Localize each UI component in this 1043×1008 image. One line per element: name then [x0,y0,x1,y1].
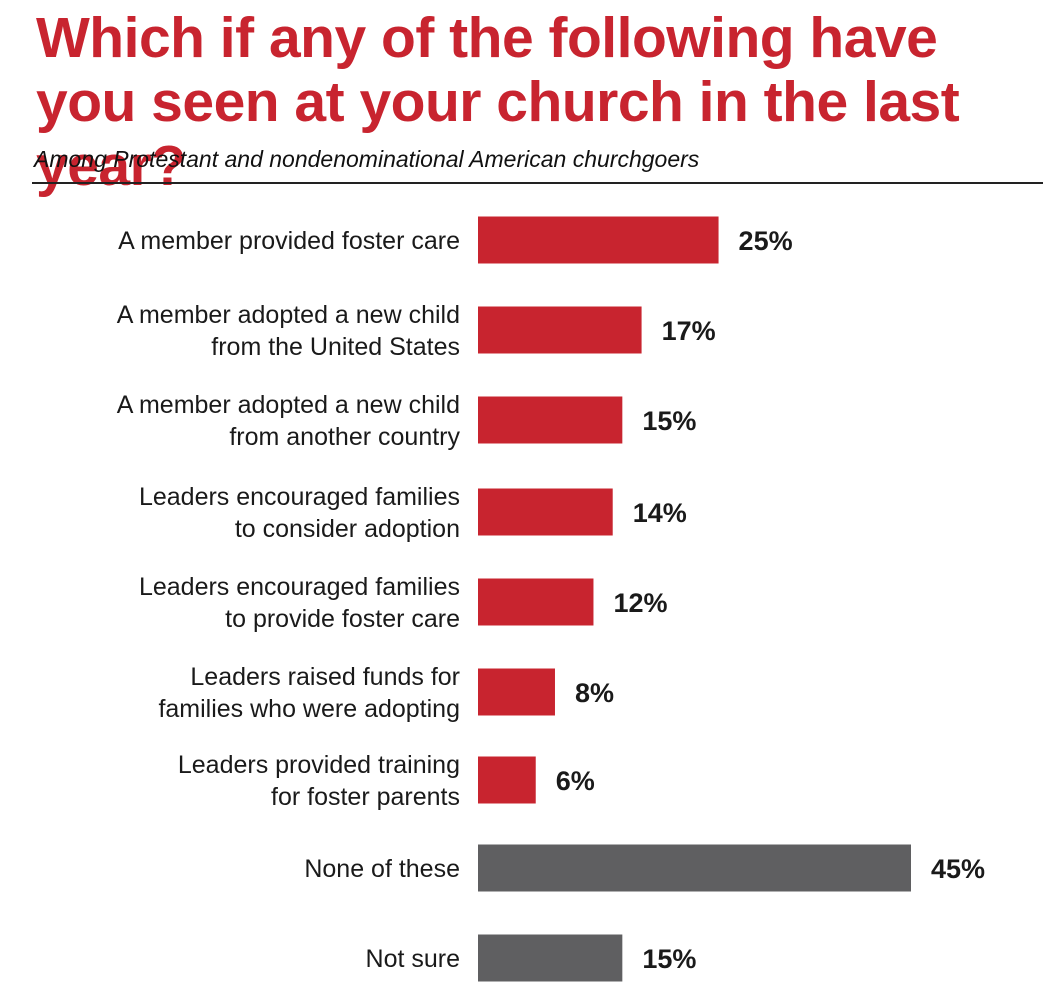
category-label-2-line-0: A member adopted a new child [117,391,460,419]
bar-2 [478,396,623,444]
category-label-4-line-0: Leaders encouraged families [139,573,460,601]
category-label-6-line-1: for foster parents [271,783,460,811]
category-label-0-line-0: A member provided foster care [118,227,460,255]
chart-title: Which if any of the following have you s… [36,6,960,198]
value-label-6: 6% [556,766,595,796]
bar-6 [478,756,536,804]
chart-subtitle: Among Protestant and nondenominational A… [34,146,700,172]
value-label-7: 45% [931,854,985,884]
bar-4 [478,578,594,626]
bar-1 [478,306,642,354]
bar-0 [478,216,719,264]
value-label-1: 17% [662,316,716,346]
bar-3 [478,488,613,536]
category-label-2-line-1: from another country [229,423,460,451]
value-label-0: 25% [739,226,793,256]
category-label-7-line-0: None of these [304,855,460,883]
value-label-5: 8% [575,678,614,708]
title-divider [32,182,1043,184]
bar-8 [478,934,623,982]
value-label-3: 14% [633,498,687,528]
bar-5 [478,668,555,716]
category-label-8-line-0: Not sure [366,945,460,973]
category-label-1-line-1: from the United States [211,333,460,361]
category-label-5-line-1: families who were adopting [158,695,460,723]
value-label-8: 15% [642,944,696,974]
category-label-1-line-0: A member adopted a new child [117,301,460,329]
category-label-4-line-1: to provide foster care [225,605,460,633]
category-label-3-line-0: Leaders encouraged families [139,483,460,511]
bar-7 [478,844,911,892]
value-label-4: 12% [613,588,667,618]
category-label-3-line-1: to consider adoption [235,515,460,543]
category-label-5-line-0: Leaders raised funds for [190,663,460,691]
category-label-6-line-0: Leaders provided training [178,751,460,779]
value-label-2: 15% [642,406,696,436]
